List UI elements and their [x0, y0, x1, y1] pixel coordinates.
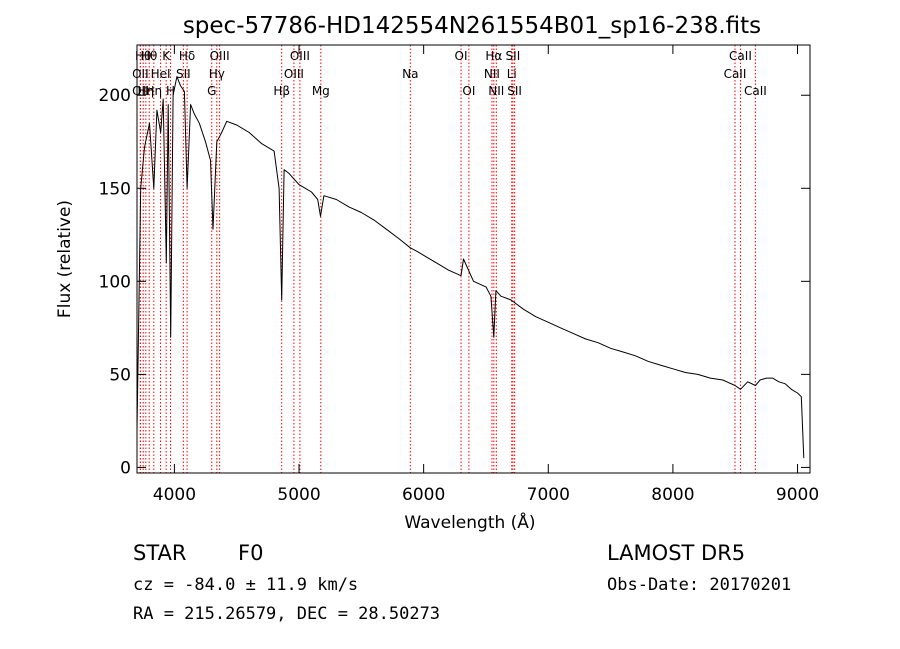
line-marker-label: CaII [724, 67, 747, 81]
chart-title: spec-57786-HD142554N261554B01_sp16-238.f… [183, 13, 761, 39]
line-marker-label: Hη [138, 84, 155, 98]
line-marker-label: SII [176, 67, 191, 81]
x-axis-ticks: 4000 5000 6000 7000 8000 9000 [153, 45, 819, 505]
line-marker-label: H [166, 84, 175, 98]
y-tick-label: 150 [99, 179, 131, 199]
x-tick-label: 8000 [651, 485, 694, 505]
line-marker-label: CaII [744, 84, 767, 98]
y-axis-label: Flux (relative) [55, 200, 75, 318]
line-marker-label: OIII [290, 49, 310, 63]
coordinates: RA = 215.26579, DEC = 28.50273 [133, 604, 440, 624]
y-tick-label: 200 [99, 86, 131, 106]
line-marker-label: OII [132, 84, 149, 98]
line-marker-label: G [207, 84, 216, 98]
line-marker-label: OI [455, 49, 468, 63]
line-marker-label: Mg [312, 84, 330, 98]
line-marker-label: Li [507, 67, 517, 81]
line-marker-label: Hθ [141, 49, 157, 63]
line-marker-label: Hδ [179, 49, 195, 63]
y-tick-label: 50 [109, 365, 131, 385]
line-marker-label: OIII [284, 67, 304, 81]
line-marker-label: Hγ [209, 67, 225, 81]
x-tick-label: 4000 [153, 485, 196, 505]
spectrum-line [136, 76, 805, 459]
y-tick-label: 0 [120, 458, 131, 478]
x-tick-label: 9000 [776, 485, 819, 505]
spectral-line-markers [139, 45, 756, 473]
line-marker-label: Hβ [273, 84, 290, 98]
line-marker-label: Hθ [135, 49, 151, 63]
survey-name: LAMOST DR5 [607, 541, 745, 565]
redshift-readout: cz = -84.0 ± 11.9 km/s [133, 575, 358, 595]
line-marker-label: Na [402, 67, 418, 81]
line-marker-label: Hα [485, 49, 502, 63]
y-tick-label: 100 [99, 272, 131, 292]
x-axis-label: Wavelength (Å) [404, 511, 535, 533]
line-marker-label: Hη [146, 84, 163, 98]
x-tick-label: 7000 [527, 485, 570, 505]
x-tick-label: 6000 [402, 485, 445, 505]
line-marker-label: OI [462, 84, 475, 98]
x-tick-label: 5000 [277, 485, 320, 505]
spectral-line-labels: OIIOIIHθHηHθHηHeIKHSIIHδGHγOIIIHβOIIIOII… [132, 49, 767, 98]
line-marker-label: OII [132, 67, 149, 81]
obs-date: Obs-Date: 20170201 [607, 575, 791, 595]
line-marker-label: NII [484, 67, 500, 81]
y-axis-ticks: 0 50 100 150 200 [99, 86, 810, 478]
line-marker-label: OIII [210, 49, 230, 63]
object-class: STAR [133, 541, 186, 565]
line-marker-label: CaII [729, 49, 752, 63]
line-marker-label: K [162, 49, 171, 63]
spectral-subclass: F0 [238, 541, 263, 565]
plot-frame [136, 44, 811, 474]
line-marker-label: NII [488, 84, 504, 98]
line-marker-label: SII [506, 49, 521, 63]
line-marker-label: SII [507, 84, 522, 98]
line-marker-label: HeI [151, 67, 171, 81]
